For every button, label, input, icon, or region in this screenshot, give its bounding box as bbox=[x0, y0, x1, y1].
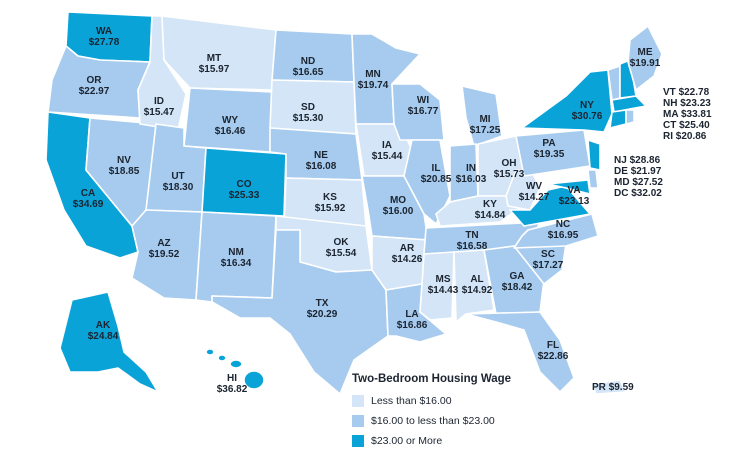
state-ct bbox=[609, 109, 627, 129]
state-hi-island-2 bbox=[217, 354, 227, 362]
state-md bbox=[547, 179, 591, 195]
label-nv: NV $18.85 bbox=[108, 155, 140, 177]
state-mt bbox=[161, 15, 277, 91]
label-az: AZ $19.52 bbox=[148, 238, 180, 260]
label-mt: MT $15.97 bbox=[198, 53, 230, 75]
legend-label-high: $23.00 or More bbox=[371, 435, 443, 447]
label-tx: TX $20.29 bbox=[306, 298, 338, 320]
state-ny bbox=[521, 69, 613, 133]
label-ok: OK $15.54 bbox=[325, 237, 357, 259]
label-fl: FL $22.86 bbox=[537, 340, 569, 362]
label-id: ID $15.47 bbox=[143, 96, 175, 118]
state-nc bbox=[513, 213, 599, 249]
state-hi-island-1 bbox=[205, 348, 215, 356]
label-la: LA $16.86 bbox=[396, 309, 428, 331]
label-al: AL $14.92 bbox=[461, 274, 493, 296]
label-oh: OH $15.73 bbox=[493, 158, 525, 180]
label-tn: TN $16.58 bbox=[456, 230, 488, 252]
state-fl bbox=[465, 311, 575, 393]
state-hi-island-3 bbox=[229, 359, 243, 369]
state-ma bbox=[611, 95, 647, 113]
label-or: OR $22.97 bbox=[78, 75, 110, 97]
legend-item-low: Less than $16.00 bbox=[352, 391, 511, 411]
legend: Two-Bedroom Housing Wage Less than $16.0… bbox=[352, 373, 511, 451]
state-hi-island-4 bbox=[243, 370, 265, 390]
label-wi: WI $16.77 bbox=[407, 95, 439, 117]
legend-swatch-mid bbox=[352, 415, 364, 427]
label-ct: CT $25.40 bbox=[663, 120, 710, 131]
label-wy: WY $16.46 bbox=[214, 115, 246, 137]
legend-label-low: Less than $16.00 bbox=[371, 395, 452, 407]
label-ky: KY $14.84 bbox=[474, 199, 506, 221]
label-il: IL $20.85 bbox=[420, 163, 452, 185]
label-wa: WA $27.78 bbox=[88, 26, 120, 48]
legend-label-mid: $16.00 to less than $23.00 bbox=[371, 415, 495, 427]
label-nd: ND $16.65 bbox=[292, 56, 324, 78]
label-me: ME $19.91 bbox=[629, 47, 661, 69]
label-nm: NM $16.34 bbox=[220, 247, 252, 269]
label-co: CO $25.33 bbox=[228, 179, 260, 201]
label-ut: UT $18.30 bbox=[162, 171, 194, 193]
label-mi: MI $17.25 bbox=[469, 114, 501, 136]
legend-title: Two-Bedroom Housing Wage bbox=[352, 373, 512, 385]
label-md: MD $27.52 bbox=[614, 177, 663, 188]
legend-swatch-low bbox=[352, 395, 364, 407]
label-sd: SD $15.30 bbox=[292, 102, 324, 124]
label-mo: MO $16.00 bbox=[382, 195, 414, 217]
state-il bbox=[403, 139, 451, 225]
label-dc: DC $32.02 bbox=[614, 188, 662, 199]
legend-item-high: $23.00 or More bbox=[352, 431, 511, 451]
label-wv: WV $14.27 bbox=[518, 181, 550, 203]
state-ak bbox=[59, 291, 159, 393]
label-ak: AK $24.84 bbox=[87, 320, 119, 342]
label-ne: NE $16.08 bbox=[305, 150, 337, 172]
label-ar: AR $14.26 bbox=[391, 243, 423, 265]
state-al bbox=[453, 249, 495, 323]
label-ks: KS $15.92 bbox=[314, 192, 346, 214]
label-sc: SC $17.27 bbox=[532, 249, 564, 271]
label-ca: CA $34.69 bbox=[72, 188, 104, 210]
legend-swatch-high bbox=[352, 435, 364, 447]
state-pr bbox=[591, 379, 627, 395]
state-ri bbox=[625, 109, 635, 125]
label-nj: NJ $28.86 bbox=[614, 155, 661, 166]
label-ny: NY $30.76 bbox=[571, 100, 603, 122]
state-tx bbox=[211, 229, 389, 395]
label-ma: MA $33.81 bbox=[663, 109, 712, 120]
state-wi bbox=[391, 83, 445, 141]
label-va: VA $23.13 bbox=[558, 185, 590, 207]
label-ga: GA $18.42 bbox=[501, 271, 533, 293]
legend-item-mid: $16.00 to less than $23.00 bbox=[352, 411, 511, 431]
state-nj bbox=[587, 139, 601, 171]
state-de bbox=[587, 169, 599, 189]
label-pa: PA $19.35 bbox=[533, 138, 565, 160]
label-ia: IA $15.44 bbox=[371, 140, 403, 162]
label-de: DE $21.97 bbox=[614, 166, 662, 177]
label-mn: MN $19.74 bbox=[357, 69, 389, 91]
label-nh: NH $23.23 bbox=[663, 98, 711, 109]
state-mi bbox=[461, 85, 503, 147]
label-vt: VT $22.78 bbox=[663, 87, 710, 98]
state-me bbox=[627, 25, 663, 91]
label-pr: PR $9.59 bbox=[592, 382, 634, 393]
label-ri: RI $20.86 bbox=[663, 131, 707, 142]
label-in: IN $16.03 bbox=[455, 163, 487, 185]
label-nc: NC $16.95 bbox=[547, 219, 579, 241]
label-ms: MS $14.43 bbox=[427, 274, 459, 296]
state-hi-islands bbox=[205, 348, 265, 390]
label-hi: HI $36.82 bbox=[216, 373, 248, 395]
